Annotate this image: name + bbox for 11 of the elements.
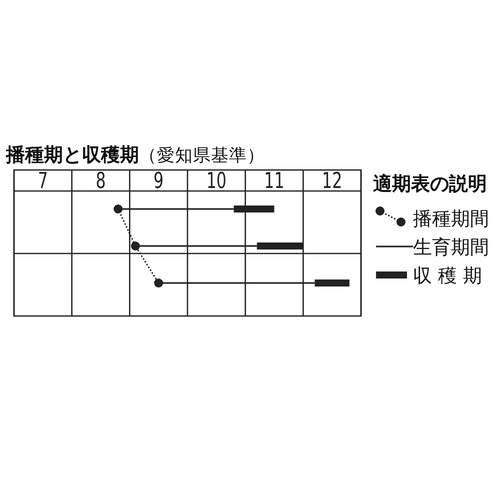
legend-label: 生育期間 bbox=[413, 236, 489, 258]
xtick: 12 bbox=[322, 167, 342, 194]
xtick: 7 bbox=[38, 167, 48, 194]
xtick: 8 bbox=[96, 167, 106, 194]
legend-label: 収 穫 期 bbox=[413, 265, 482, 287]
xtick: 10 bbox=[206, 167, 226, 194]
legend-label: 播種期間 bbox=[413, 208, 489, 230]
xtick: 9 bbox=[154, 167, 164, 194]
xtick: 11 bbox=[264, 167, 284, 194]
legend-title: 適期表の説明 bbox=[373, 173, 487, 195]
title: 播種期と収穫期（愛知県基準） bbox=[6, 144, 265, 166]
